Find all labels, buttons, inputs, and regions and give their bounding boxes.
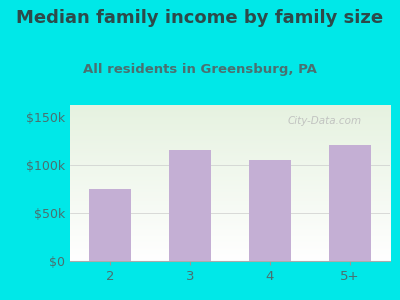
Text: Median family income by family size: Median family income by family size bbox=[16, 9, 384, 27]
Bar bbox=[89, 189, 131, 261]
Text: All residents in Greensburg, PA: All residents in Greensburg, PA bbox=[83, 63, 317, 76]
Text: City-Data.com: City-Data.com bbox=[288, 116, 362, 126]
Bar bbox=[169, 150, 211, 261]
Bar bbox=[329, 146, 371, 261]
Bar bbox=[249, 160, 291, 261]
